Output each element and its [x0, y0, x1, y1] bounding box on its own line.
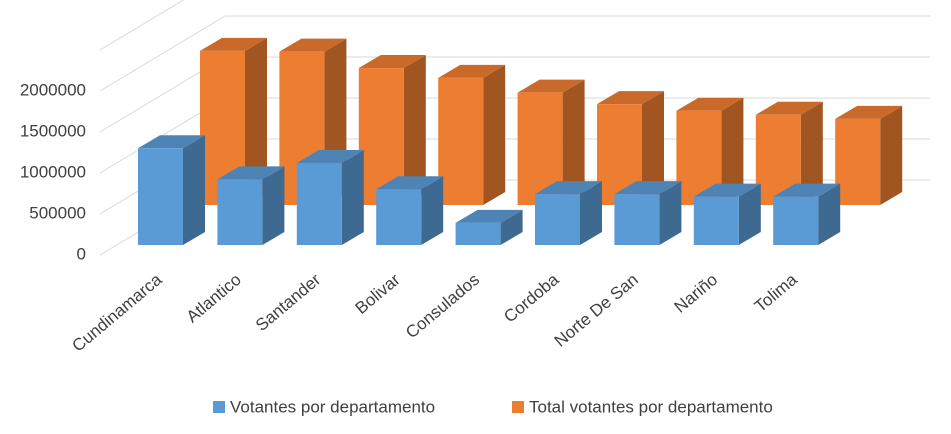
y-tick-label: 1500000: [20, 121, 86, 140]
x-tick-label: Cordoba: [500, 270, 563, 327]
bar-front: [376, 189, 422, 245]
bar-top: [358, 55, 426, 69]
bar-front: [217, 179, 263, 245]
bar-front: [438, 77, 484, 205]
bar-top: [217, 166, 285, 180]
bar-side: [659, 181, 682, 245]
y-tick-label: 2000000: [20, 80, 86, 99]
x-tick-label: Cundinamarca: [69, 270, 166, 356]
legend-label: Votantes por departamento: [230, 397, 435, 416]
bar-top: [376, 176, 444, 190]
bar-top: [755, 101, 823, 115]
bar-side: [738, 183, 761, 245]
bar: [296, 150, 364, 245]
bar-side: [421, 176, 444, 245]
grid-line: [99, 15, 930, 92]
bar: [835, 105, 903, 205]
x-tick-label: Nariño: [671, 270, 722, 317]
x-tick-label: Bolivar: [352, 270, 404, 318]
y-tick-label: 500000: [29, 203, 86, 222]
bar-top: [138, 135, 205, 149]
bar-side: [262, 166, 285, 245]
bar-side: [483, 64, 506, 206]
x-tick-label: Atlantico: [183, 270, 245, 326]
bar: [455, 209, 523, 245]
bar-top: [279, 38, 347, 52]
bar-front: [296, 163, 342, 245]
legend-swatch: [512, 401, 524, 413]
x-tick-label: Santander: [252, 270, 325, 335]
bar-top: [693, 183, 761, 197]
bar-front: [535, 194, 580, 245]
bar-top: [597, 91, 664, 105]
bar-side: [642, 91, 664, 205]
bar-top: [535, 181, 602, 195]
bar-top: [773, 183, 841, 197]
bar: [614, 181, 682, 245]
bar: [535, 181, 602, 245]
bar-top: [296, 150, 364, 163]
bar-front: [455, 222, 501, 245]
bar: [376, 176, 444, 245]
bar-top: [517, 79, 585, 93]
bar-top: [835, 105, 903, 119]
bar-side: [880, 105, 903, 205]
x-tick-label: Consulados: [402, 270, 483, 342]
bar-top: [200, 37, 267, 51]
bar: [755, 101, 823, 205]
legend-label: Total votantes por departamento: [529, 397, 773, 416]
bar-top: [438, 64, 506, 78]
bar-side: [500, 209, 523, 245]
grid-line: [99, 0, 185, 51]
bar-front: [773, 196, 819, 245]
bar-side: [245, 37, 267, 206]
bar-side: [562, 79, 585, 205]
bar-top: [676, 97, 744, 111]
bar-top: [614, 181, 682, 195]
bar-side: [800, 101, 823, 205]
bar-top: [455, 209, 523, 223]
bar: [138, 135, 205, 245]
bar: [438, 64, 506, 206]
bar-front: [614, 194, 660, 245]
bar: [597, 91, 664, 205]
legend-swatch: [213, 401, 225, 413]
bar-front: [835, 118, 881, 205]
y-tick-label: 1000000: [20, 162, 86, 181]
bar: [217, 166, 285, 245]
bar-side: [818, 183, 841, 245]
bar-side: [580, 181, 602, 245]
bar-side: [721, 97, 744, 205]
bar-front: [693, 196, 739, 245]
y-tick-label: 0: [77, 244, 86, 263]
bar-side: [341, 150, 364, 245]
bar-front: [138, 148, 183, 245]
x-tick-label: Norte De San: [551, 270, 642, 351]
bar-side: [403, 55, 426, 206]
bar: [773, 183, 841, 245]
bar: [693, 183, 761, 245]
x-tick-label: Tolima: [751, 270, 801, 316]
bar-side: [183, 135, 205, 245]
